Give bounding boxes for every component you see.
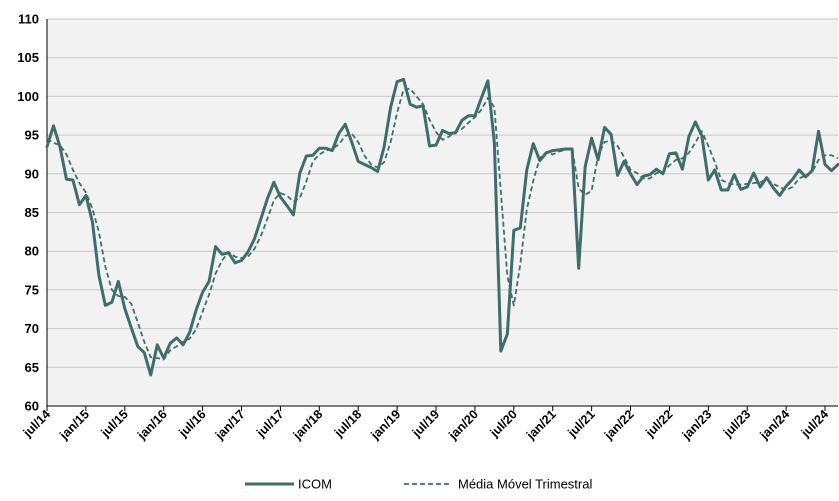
- y-tick-label: 95: [25, 128, 39, 143]
- x-tick-label: jul/16: [176, 407, 209, 440]
- x-tick-label: jul/20: [487, 407, 520, 440]
- x-tick-label: jul/15: [98, 407, 131, 440]
- x-tick-label: jan/18: [290, 407, 326, 443]
- y-tick-label: 85: [25, 205, 39, 220]
- legend-label-media-movel: Média Móvel Trimestral: [458, 477, 592, 492]
- y-tick-label: 70: [25, 321, 39, 336]
- x-tick-label: jan/17: [212, 407, 248, 443]
- series-line-media-movel: [46, 87, 839, 361]
- y-tick-label: 90: [25, 166, 39, 181]
- x-tick-label: jan/24: [757, 407, 793, 443]
- y-tick-label: 65: [25, 360, 39, 375]
- y-tick-label: 100: [17, 89, 39, 104]
- y-tick-label: 60: [25, 399, 39, 414]
- x-tick-label: jul/21: [565, 407, 598, 440]
- legend-label-icom: ICOM: [298, 477, 332, 492]
- x-tick-label: jan/21: [523, 407, 559, 443]
- x-tick-label: jul/22: [642, 407, 675, 440]
- x-tick-label: jul/24: [798, 407, 831, 440]
- x-tick-label: jan/16: [134, 407, 170, 443]
- x-tick-label: jan/19: [368, 407, 404, 443]
- x-tick-label: jul/19: [409, 407, 442, 440]
- y-tick-label: 110: [18, 12, 39, 27]
- x-tick-label: jan/20: [445, 407, 481, 443]
- x-tick-label: jul/23: [720, 407, 753, 440]
- series-line-icom: [45, 77, 839, 377]
- x-tick-label: jul/18: [331, 407, 364, 440]
- x-tick-label: jul/17: [253, 407, 286, 440]
- x-tick-label: jan/23: [679, 407, 715, 443]
- y-tick-label: 80: [25, 244, 39, 259]
- y-tick-label: 75: [25, 282, 39, 297]
- x-tick-label: jan/15: [56, 407, 92, 443]
- y-tick-label: 105: [17, 50, 39, 65]
- x-tick-label: jan/22: [601, 407, 637, 443]
